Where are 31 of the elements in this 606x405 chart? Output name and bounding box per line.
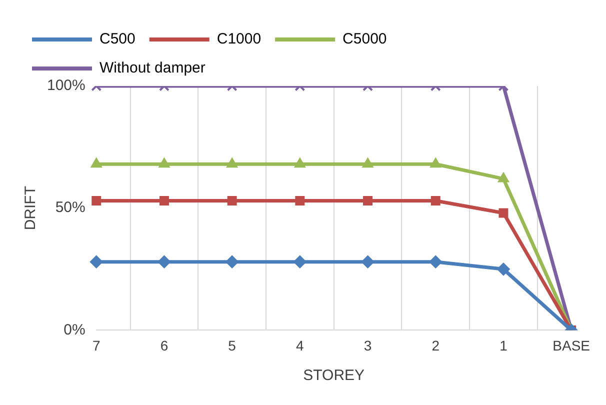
x-tick-label: 6 [160, 337, 168, 354]
point [226, 255, 239, 268]
point [159, 196, 169, 206]
y-axis-title: DRIFT [22, 186, 40, 230]
y-tick-label: 0% [64, 321, 86, 338]
x-tick-label: BASE [552, 337, 590, 354]
point [430, 196, 440, 206]
x-tick-label: 5 [228, 337, 236, 354]
point [429, 255, 442, 268]
point [227, 196, 237, 206]
point [496, 262, 510, 276]
x-tick-label: 1 [500, 337, 508, 354]
y-tick-label: 50% [55, 199, 86, 216]
point [363, 196, 373, 206]
point [361, 255, 374, 268]
point [90, 255, 103, 268]
x-tick-label: 2 [432, 337, 440, 354]
y-tick-label: 100% [46, 77, 86, 94]
x-tick-label: 4 [296, 337, 304, 354]
point [293, 255, 306, 268]
point [295, 196, 305, 206]
legend-label: C5000 [342, 30, 387, 48]
legend-label: C1000 [216, 30, 262, 48]
legend-label: Without damper [100, 60, 206, 77]
point [498, 208, 508, 218]
x-axis-title: STOREY [303, 367, 365, 384]
point [92, 196, 102, 206]
x-tick-label: 3 [364, 337, 372, 354]
legend-label: C500 [100, 30, 136, 48]
x-tick-label: 7 [92, 337, 100, 354]
point [158, 255, 171, 268]
